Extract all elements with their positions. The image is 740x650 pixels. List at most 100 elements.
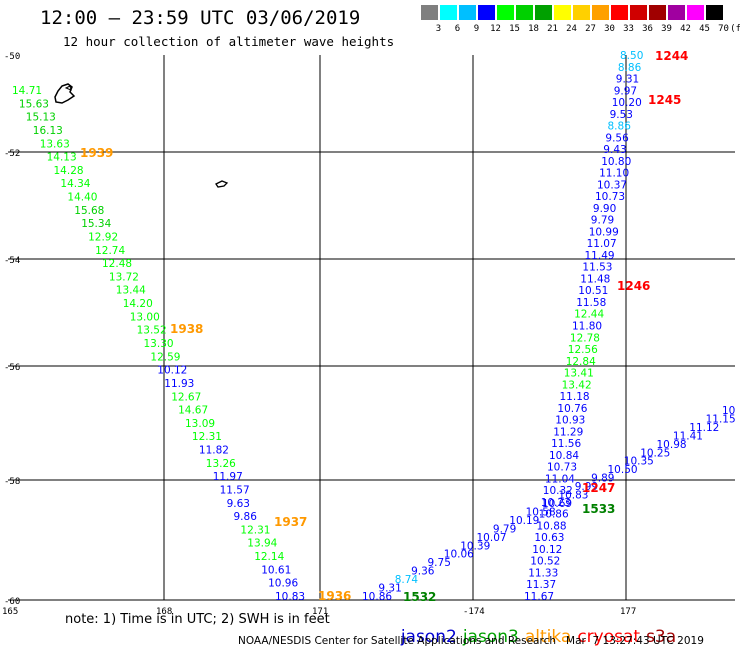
swh-value: 10.63 [534, 532, 564, 544]
scale-swatch [478, 5, 495, 20]
time-label: 1244 [655, 49, 688, 63]
swh-value: 11.57 [220, 485, 250, 497]
swh-value: 14.28 [54, 165, 84, 177]
swh-value: 10.25 [640, 447, 670, 459]
swh-value: 11.53 [582, 262, 612, 274]
lon-label-168: 168 [156, 607, 172, 617]
footer-credit: NOAA/NESDIS Center for Satellite Applica… [238, 635, 704, 647]
scale-swatch [573, 5, 590, 20]
swh-value: 10.98 [657, 439, 687, 451]
swh-value: 11.18 [560, 391, 590, 403]
scale-unit: (ft) [730, 24, 740, 34]
scale-swatch [649, 5, 666, 20]
swh-value: 12.44 [574, 309, 604, 321]
swh-value: 11.67 [524, 591, 554, 603]
swh-value: 10.20 [612, 97, 642, 109]
swh-value: 14.40 [67, 192, 97, 204]
swh-value: 10.51 [578, 285, 608, 297]
swh-value: 11.15 [706, 414, 736, 426]
swh-value: 10.99 [589, 226, 619, 238]
swh-value: 10.83 [558, 490, 588, 502]
scale-label: 70 [718, 24, 729, 34]
swh-value: 13.41 [564, 368, 594, 380]
swh-value: 10.06 [444, 549, 474, 561]
scale-swatch [706, 5, 723, 20]
scale-label: 42 [680, 24, 691, 34]
swh-value: 11.07 [587, 238, 617, 250]
auckland-islet-outline [64, 85, 72, 91]
scale-label: 21 [547, 24, 558, 34]
swh-value: 10.88 [537, 520, 567, 532]
time-label: 1532 [403, 590, 436, 604]
time-label: 1533 [582, 502, 615, 516]
lon-label-171: 171 [312, 607, 328, 617]
legend-cryosat: cryosat [577, 627, 641, 647]
time-label: 1938 [170, 322, 203, 336]
scale-swatch [554, 5, 571, 20]
satellite-legend: jason2 jason3 altika cryosat s3a [390, 607, 682, 647]
swh-value: 10 [722, 405, 735, 417]
swh-value: 15.34 [81, 218, 111, 230]
swh-value: 12.14 [254, 551, 284, 563]
swh-value: 14.71 [12, 85, 42, 97]
scale-label: 33 [623, 24, 634, 34]
page-subtitle: 12 hour collection of altimeter wave hei… [63, 34, 395, 49]
swh-value: 10.12 [532, 544, 562, 556]
swh-value: 10.52 [530, 556, 560, 568]
swh-value: 10.83 [275, 591, 305, 603]
swh-value: 10.73 [595, 191, 625, 203]
swh-value: 11.58 [576, 297, 606, 309]
swh-value: 10.73 [547, 462, 577, 474]
swh-value: 9.36 [411, 566, 435, 578]
track-right: 8.508.869.319.9710.209.538.869.569.4310.… [524, 50, 643, 603]
swh-value: 11.41 [673, 430, 703, 442]
swh-value: 10.84 [549, 450, 579, 462]
swh-value: 9.75 [428, 557, 451, 569]
swh-value: 13.30 [144, 338, 174, 350]
note-text: note: 1) Time is in UTC; 2) SWH is in fe… [65, 612, 330, 627]
swh-value: 13.09 [185, 418, 215, 430]
swh-value: 8.86 [608, 121, 632, 133]
swh-value: 16.13 [33, 125, 63, 137]
lon-label-177: 177 [620, 607, 636, 617]
swh-value: 11.82 [199, 445, 229, 457]
scale-swatch [440, 5, 457, 20]
scale-swatch [535, 5, 552, 20]
swh-value: 10.76 [557, 403, 587, 415]
swh-value: 10.58 [526, 507, 556, 519]
swh-value: 10.69 [542, 498, 572, 510]
swh-value: 12.56 [568, 344, 598, 356]
swh-value: 12.84 [566, 356, 596, 368]
swh-value: 11.93 [164, 378, 194, 390]
swh-value: 10.61 [261, 564, 291, 576]
swh-value: 12.67 [171, 391, 201, 403]
campbell-island-outline [215, 180, 229, 188]
swh-value: 10.86 [539, 509, 569, 521]
time-label: 1247 [582, 481, 615, 495]
swh-value: 8.74 [395, 574, 419, 586]
swh-value: 10.12 [157, 365, 187, 377]
swh-value: 11.37 [526, 579, 556, 591]
swh-value: 10.35 [624, 456, 654, 468]
swh-value: 10.39 [460, 540, 490, 552]
swh-value: 11.80 [572, 321, 602, 333]
swh-value: 11.10 [599, 168, 629, 180]
swh-value: 11.56 [551, 438, 581, 450]
swh-value: 14.34 [60, 178, 90, 190]
swh-value: 10.93 [555, 415, 585, 427]
swh-value: 12.31 [192, 431, 222, 443]
lat-label-50: -50 [4, 52, 20, 62]
time-label: 1937 [274, 515, 307, 529]
scale-swatch [630, 5, 647, 20]
track-diag: 10.869.318.749.369.7510.0610.3910.079.79… [362, 405, 736, 603]
swh-value: 11.33 [528, 568, 558, 580]
swh-value: 12.92 [88, 232, 118, 244]
lat-label-60: -60 [4, 597, 20, 607]
swh-value: 10.37 [597, 179, 627, 191]
swh-value: 15.13 [26, 112, 56, 124]
scale-swatch [459, 5, 476, 20]
swh-value: 9.99 [575, 481, 598, 493]
swh-value: 9.43 [603, 144, 626, 156]
